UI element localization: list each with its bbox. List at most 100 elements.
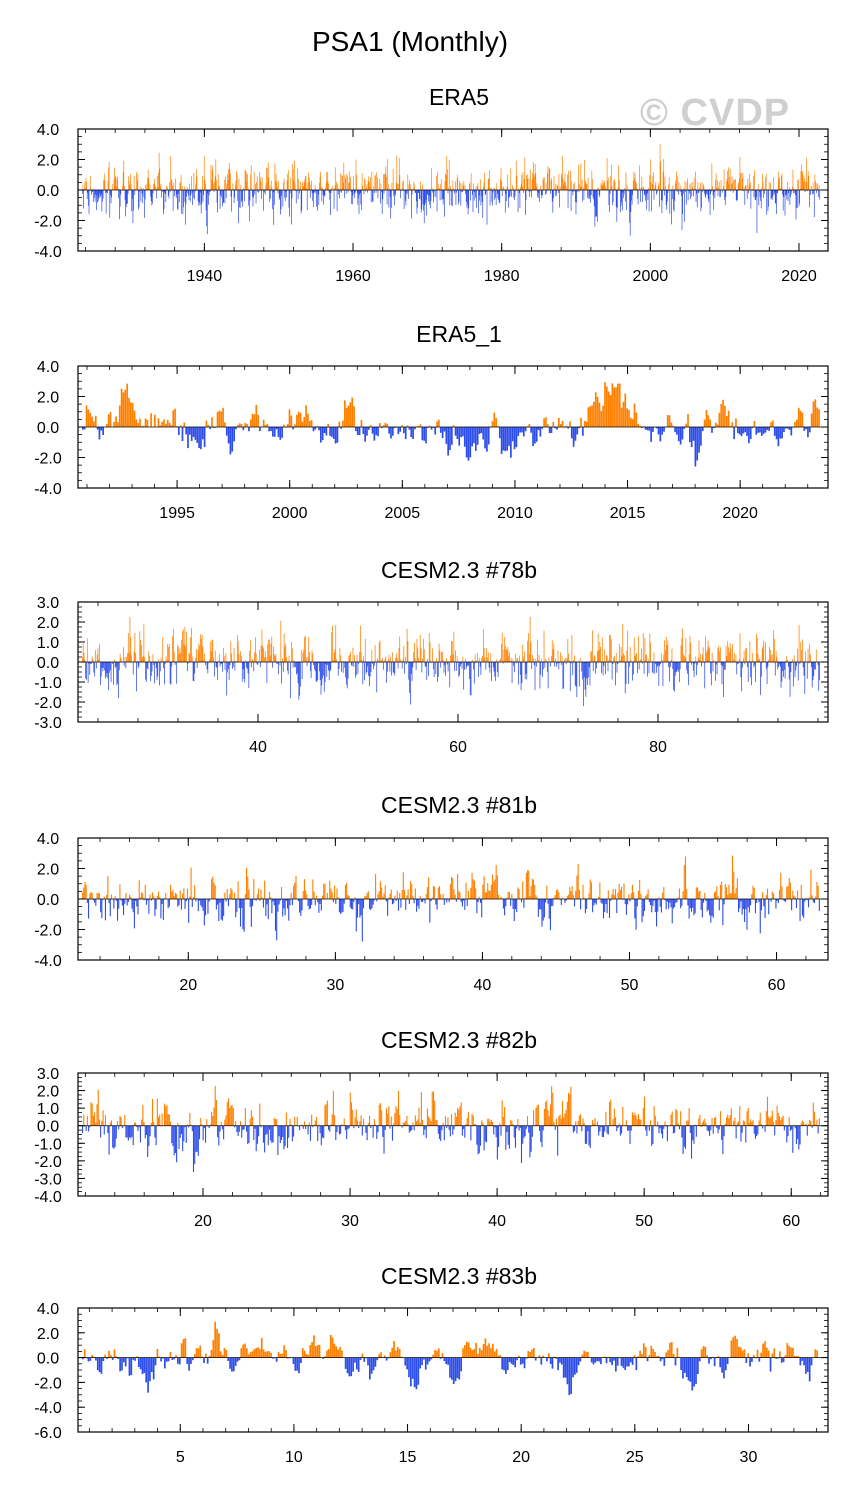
bar	[377, 427, 379, 437]
bar	[670, 1341, 673, 1358]
y-tick-label: -6.0	[34, 1425, 62, 1442]
bar	[88, 899, 90, 919]
bar	[698, 891, 700, 899]
bar	[252, 899, 254, 907]
bar	[231, 653, 232, 662]
bar	[649, 899, 652, 906]
bar	[108, 1350, 110, 1358]
bar	[738, 427, 741, 435]
bar	[369, 187, 371, 190]
bar	[311, 899, 313, 905]
bar	[208, 899, 210, 902]
x-tick-label: 1940	[187, 268, 223, 285]
bar	[561, 1101, 564, 1126]
bar	[746, 190, 748, 200]
bar	[605, 1111, 607, 1126]
bar	[483, 182, 485, 190]
bar	[205, 420, 208, 427]
bar	[695, 171, 696, 190]
bar	[186, 1357, 189, 1364]
bar	[114, 896, 116, 899]
bar	[217, 190, 218, 213]
bar	[750, 662, 752, 678]
bar	[569, 660, 570, 662]
bar	[503, 649, 505, 662]
bar	[83, 1349, 86, 1358]
bar	[590, 190, 592, 195]
bar	[117, 662, 119, 684]
bar	[125, 892, 127, 899]
bar	[635, 1115, 637, 1126]
bar	[641, 177, 643, 190]
bar	[791, 662, 793, 664]
bar	[108, 662, 109, 691]
bar	[723, 1357, 725, 1379]
bar	[583, 420, 586, 427]
bar	[715, 173, 717, 190]
bar	[422, 899, 424, 902]
bar	[478, 657, 480, 662]
bar	[353, 406, 355, 427]
bar	[492, 1343, 494, 1358]
bar	[452, 180, 454, 190]
bar	[341, 899, 343, 913]
bar	[277, 1125, 279, 1156]
bar	[799, 662, 801, 665]
bar	[372, 190, 374, 202]
bar	[248, 1125, 250, 1143]
bar	[330, 1124, 332, 1126]
bar	[707, 1125, 709, 1132]
bar	[328, 662, 329, 671]
bar	[656, 899, 658, 927]
bar	[508, 656, 510, 662]
bar	[308, 420, 311, 427]
bar	[692, 427, 695, 441]
bar	[83, 427, 86, 430]
bar	[782, 190, 783, 195]
bar	[516, 1125, 518, 1129]
bar	[345, 407, 348, 427]
bar	[291, 190, 292, 225]
bar	[447, 1117, 449, 1126]
bar	[402, 872, 404, 899]
bar	[246, 1348, 248, 1358]
bar	[570, 891, 572, 899]
bar	[177, 1122, 179, 1126]
bar	[591, 650, 592, 662]
bar	[220, 411, 223, 427]
bar	[739, 899, 741, 909]
bar	[502, 899, 504, 909]
bar	[492, 190, 494, 193]
bar	[303, 1121, 305, 1126]
bar	[100, 427, 103, 431]
bar	[102, 1110, 104, 1126]
bar	[643, 662, 645, 674]
bar	[536, 1105, 538, 1126]
bar	[393, 190, 395, 197]
bar	[750, 190, 752, 209]
bar	[329, 880, 331, 899]
bar	[536, 897, 538, 899]
bar	[457, 662, 459, 663]
bar	[262, 1349, 265, 1358]
bar	[517, 1118, 519, 1126]
bar	[604, 382, 606, 427]
bar	[558, 174, 560, 190]
bar	[625, 899, 627, 915]
bar	[356, 654, 358, 662]
bar	[378, 660, 379, 662]
bar	[648, 190, 650, 212]
bar	[456, 427, 459, 440]
bar	[680, 645, 682, 662]
bar	[114, 662, 116, 669]
bar	[419, 1123, 421, 1126]
bar	[518, 889, 520, 899]
bar	[357, 662, 359, 674]
bar	[646, 662, 648, 677]
bar	[192, 427, 195, 437]
bar	[633, 662, 634, 675]
bar	[176, 190, 178, 195]
bar	[401, 425, 403, 427]
bar	[145, 184, 147, 190]
bar	[742, 899, 744, 909]
